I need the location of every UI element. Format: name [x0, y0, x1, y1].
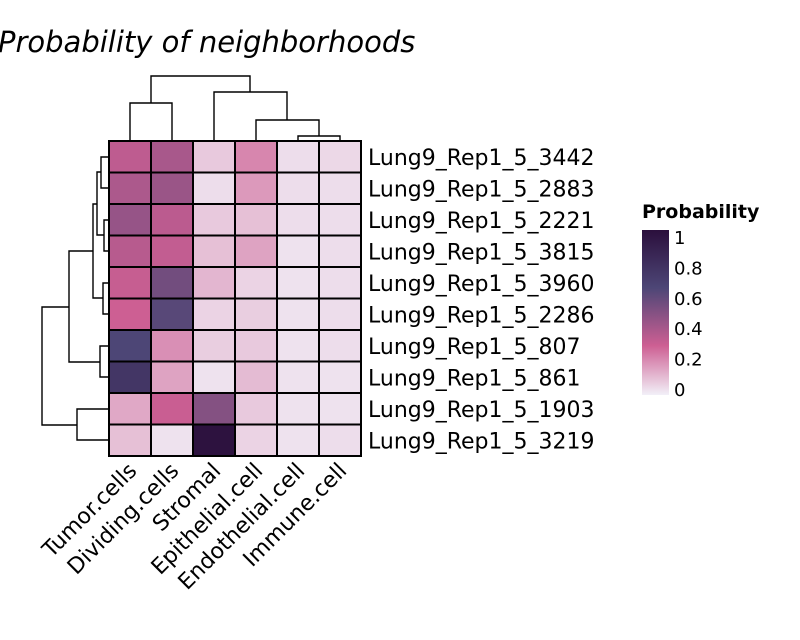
heatmap-cell	[234, 329, 278, 363]
row-label: Lung9_Rep1_5_2286	[368, 303, 595, 328]
heatmap-cell	[108, 234, 152, 268]
row-label: Lung9_Rep1_5_3815	[368, 240, 595, 265]
heatmap-cell	[276, 392, 320, 426]
heatmap-cell	[276, 360, 320, 394]
heatmap-cell	[192, 203, 236, 237]
heatmap-cell	[108, 266, 152, 300]
row-label: Lung9_Rep1_5_3442	[368, 146, 595, 171]
heatmap-cell	[318, 297, 362, 331]
legend: Probability 1 0.8 0.6 0.4 0.2 0	[642, 201, 760, 401]
heatmap-cell	[234, 140, 278, 174]
heatmap-cell	[150, 203, 194, 237]
row-label: Lung9_Rep1_5_2221	[368, 209, 595, 234]
heatmap-cell	[150, 171, 194, 205]
heatmap-cell	[192, 234, 236, 268]
heatmap-cell	[150, 423, 194, 457]
heatmap-cell	[276, 171, 320, 205]
heatmap-cell	[318, 360, 362, 394]
row-label: Lung9_Rep1_5_3219	[368, 429, 595, 454]
heatmap-cells	[108, 140, 362, 457]
row-label: Lung9_Rep1_5_3960	[368, 272, 595, 297]
heatmap-cell	[192, 171, 236, 205]
heatmap-cell	[108, 203, 152, 237]
heatmap-cell	[192, 423, 236, 457]
legend-tick-label: 0.6	[674, 289, 703, 310]
legend-ticks: 1 0.8 0.6 0.4 0.2 0	[674, 228, 703, 401]
heatmap-cell	[318, 140, 362, 174]
legend-title: Probability	[642, 201, 760, 223]
heatmap-cell	[108, 392, 152, 426]
heatmap-cell	[234, 266, 278, 300]
row-labels: Lung9_Rep1_5_3442 Lung9_Rep1_5_2883 Lung9_…	[368, 146, 595, 455]
heatmap-cell	[150, 266, 194, 300]
heatmap-cell	[192, 140, 236, 174]
heatmap-cell	[276, 140, 320, 174]
heatmap-cell	[234, 360, 278, 394]
heatmap-cell	[108, 297, 152, 331]
heatmap-cell	[276, 234, 320, 268]
column-labels: Tumor.cellsDividing.cellsStromalEpitheli…	[37, 459, 352, 596]
heatmap-cell	[108, 423, 152, 457]
heatmap-cell	[150, 360, 194, 394]
legend-tick-label: 0.4	[674, 319, 703, 340]
heatmap-cell	[276, 266, 320, 300]
heatmap-cell	[276, 423, 320, 457]
heatmap-cell	[108, 171, 152, 205]
legend-tick-label: 0.8	[674, 258, 703, 279]
heatmap-cell	[150, 234, 194, 268]
heatmap-cell	[234, 203, 278, 237]
heatmap-cell	[318, 171, 362, 205]
heatmap-cell	[276, 329, 320, 363]
row-label: Lung9_Rep1_5_2883	[368, 177, 595, 202]
heatmap-cell	[108, 360, 152, 394]
heatmap-cell	[108, 140, 152, 174]
legend-tick-label: 0	[674, 380, 685, 401]
column-dendrogram	[129, 75, 341, 140]
heatmap-cell	[234, 297, 278, 331]
legend-tick-label: 0.2	[674, 350, 703, 371]
heatmap-cell	[192, 392, 236, 426]
row-label: Lung9_Rep1_5_861	[368, 366, 581, 391]
heatmap-cell	[234, 392, 278, 426]
row-label: Lung9_Rep1_5_1903	[368, 398, 595, 423]
heatmap-cell	[150, 392, 194, 426]
heatmap-cell	[150, 329, 194, 363]
heatmap-cell	[234, 171, 278, 205]
heatmap-cell	[150, 297, 194, 331]
heatmap-cell	[192, 329, 236, 363]
row-label: Lung9_Rep1_5_807	[368, 335, 581, 360]
heatmap-cell	[318, 423, 362, 457]
heatmap-cell	[150, 140, 194, 174]
heatmap-cell	[108, 329, 152, 363]
row-dendrogram	[41, 156, 108, 441]
heatmap-cell	[318, 203, 362, 237]
heatmap-cell	[318, 266, 362, 300]
heatmap-cell	[318, 392, 362, 426]
heatmap-cell	[192, 360, 236, 394]
heatmap-cell	[318, 234, 362, 268]
heatmap-cell	[192, 297, 236, 331]
heatmap-cell	[192, 266, 236, 300]
heatmap-cell	[276, 297, 320, 331]
heatmap-cell	[234, 234, 278, 268]
legend-tick-label: 1	[674, 228, 685, 249]
chart-title: Probability of neighborhoods	[0, 25, 415, 59]
heatmap-cell	[276, 203, 320, 237]
heatmap-cell	[234, 423, 278, 457]
legend-colorbar	[642, 230, 669, 395]
heatmap-cell	[318, 329, 362, 363]
